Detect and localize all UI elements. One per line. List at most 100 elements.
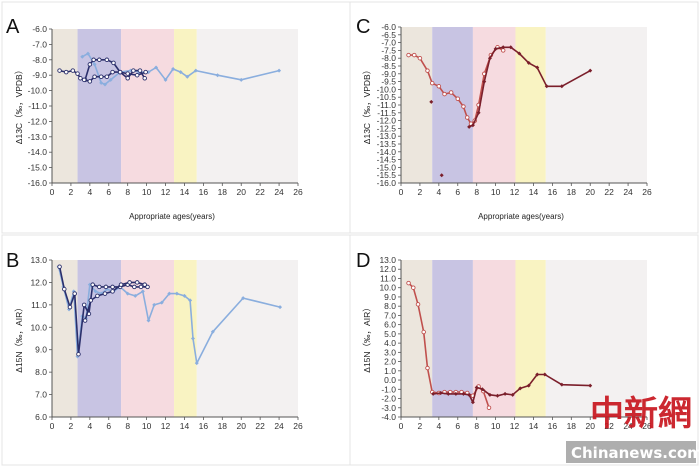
age-band-d-4 bbox=[545, 260, 647, 417]
y-tick-label-a: -6.0 bbox=[32, 24, 47, 34]
data-point-a-0 bbox=[80, 54, 85, 59]
age-band-b-4 bbox=[196, 260, 298, 417]
x-tick-label-b: 26 bbox=[293, 421, 303, 431]
y-tick-label-c: -14.0 bbox=[377, 147, 397, 157]
x-tick-label-b: 6 bbox=[106, 421, 111, 431]
age-band-b-3 bbox=[174, 260, 197, 417]
data-point-c-1 bbox=[476, 110, 481, 115]
y-axis-title-b: Δ15N（‰，AIR） bbox=[14, 303, 24, 372]
x-axis-title-c: Appropriate ages(years) bbox=[478, 212, 564, 221]
x-tick-label-b: 0 bbox=[50, 421, 55, 431]
data-point-c-0 bbox=[436, 84, 442, 89]
chart-panel-b: B 0 2 4 6 8 10 12 14 16 18 20 22 24 266.07.08.09.010.… bbox=[6, 250, 303, 431]
y-tick-label-d: 0.0 bbox=[384, 375, 396, 385]
y-tick-label-c: -15.0 bbox=[377, 162, 397, 172]
data-point-b-2 bbox=[142, 282, 147, 287]
y-tick-label-d: 12.0 bbox=[379, 264, 396, 274]
y-tick-label-c: -9.5 bbox=[381, 77, 396, 87]
x-tick-label-b: 10 bbox=[142, 421, 152, 431]
data-point-a-2 bbox=[125, 71, 130, 76]
y-tick-label-a: -16.0 bbox=[28, 178, 48, 188]
data-point-c-1 bbox=[508, 45, 513, 50]
data-point-d-1 bbox=[461, 391, 466, 396]
x-tick-label-a: 10 bbox=[142, 187, 152, 197]
data-point-a-0 bbox=[85, 51, 90, 56]
y-tick-label-c: -6.5 bbox=[381, 30, 396, 40]
x-tick-label-d: 16 bbox=[548, 421, 558, 431]
series-line-c-0 bbox=[408, 46, 504, 125]
data-point-d-1 bbox=[438, 390, 443, 395]
data-point-a-0 bbox=[185, 74, 190, 79]
data-point-a-0 bbox=[215, 73, 220, 78]
data-point-b-2 bbox=[134, 280, 140, 285]
y-axis-title-d: Δ15N（‰，AIR） bbox=[362, 303, 372, 372]
data-point-b-1 bbox=[132, 284, 137, 290]
y-tick-label-c: -8.5 bbox=[381, 61, 396, 71]
data-point-c-0 bbox=[406, 52, 411, 58]
x-tick-label-c: 8 bbox=[474, 187, 479, 197]
age-band-b-0 bbox=[52, 260, 78, 417]
x-tick-label-b: 4 bbox=[87, 421, 92, 431]
x-tick-label-d: 6 bbox=[455, 421, 460, 431]
y-tick-label-c: -8.0 bbox=[381, 53, 396, 63]
x-tick-label-a: 2 bbox=[69, 187, 74, 197]
data-point-a-2 bbox=[98, 74, 104, 79]
watermark-site-text: Chinanews.com bbox=[571, 444, 700, 462]
x-tick-label-d: 24 bbox=[623, 421, 633, 431]
data-point-b-1 bbox=[103, 284, 109, 290]
x-tick-label-d: 20 bbox=[585, 421, 595, 431]
x-tick-label-a: 12 bbox=[161, 187, 171, 197]
data-point-b-0 bbox=[174, 291, 179, 296]
y-tick-label-a: -9.0 bbox=[32, 70, 47, 80]
data-point-a-0 bbox=[163, 77, 168, 82]
x-tick-label-d: 14 bbox=[529, 421, 539, 431]
data-point-c-0 bbox=[425, 68, 430, 73]
x-tick-label-a: 22 bbox=[255, 187, 265, 197]
x-axis-title-a: Appropriate ages(years) bbox=[129, 212, 215, 221]
data-point-a-1 bbox=[78, 76, 83, 81]
data-point-b-1 bbox=[81, 302, 87, 308]
data-point-d-1 bbox=[480, 387, 485, 392]
y-tick-label-c: -14.5 bbox=[377, 155, 397, 165]
x-tick-label-a: 14 bbox=[180, 187, 190, 197]
data-point-b-0 bbox=[194, 361, 199, 366]
data-point-c-1 bbox=[535, 65, 540, 70]
x-tick-label-b: 24 bbox=[274, 421, 284, 431]
x-tick-label-a: 6 bbox=[106, 187, 111, 197]
data-point-c-2 bbox=[439, 173, 444, 178]
y-tick-label-a: -15.0 bbox=[28, 163, 48, 173]
chart-panel-a: A 0 2 4 6 8 10 12 14 16 18 20 22 24 26-16.0-15.0-14.0… bbox=[6, 16, 303, 221]
x-tick-label-b: 2 bbox=[69, 421, 74, 431]
data-point-b-2 bbox=[102, 291, 108, 296]
panel-letter-a: A bbox=[6, 16, 20, 38]
age-band-d-2 bbox=[472, 260, 516, 417]
age-band-c-0 bbox=[401, 27, 433, 183]
y-tick-label-c: -9.0 bbox=[381, 69, 396, 79]
data-point-d-1 bbox=[559, 382, 564, 387]
x-tick-label-c: 16 bbox=[548, 187, 558, 197]
data-point-a-1 bbox=[131, 68, 136, 73]
data-point-b-2 bbox=[82, 318, 88, 323]
y-tick-label-b: 10.0 bbox=[30, 322, 47, 332]
y-tick-label-d: 9.0 bbox=[384, 292, 396, 302]
data-point-a-0 bbox=[108, 77, 113, 82]
x-tick-label-d: 8 bbox=[474, 421, 479, 431]
x-tick-label-b: 16 bbox=[199, 421, 209, 431]
data-point-c-1 bbox=[482, 79, 487, 84]
x-tick-label-b: 12 bbox=[161, 421, 171, 431]
data-point-c-0 bbox=[442, 91, 447, 97]
x-tick-label-b: 22 bbox=[255, 421, 265, 431]
y-axis-title-a: Δ13C（‰，VPDB） bbox=[14, 66, 24, 144]
data-point-a-1 bbox=[111, 60, 116, 66]
data-point-a-0 bbox=[99, 80, 104, 85]
data-point-d-1 bbox=[535, 372, 540, 377]
y-tick-label-b: 8.0 bbox=[35, 367, 47, 377]
x-tick-label-b: 14 bbox=[180, 421, 190, 431]
y-tick-label-a: -10.0 bbox=[28, 86, 48, 96]
x-tick-label-d: 12 bbox=[510, 421, 520, 431]
data-point-d-1 bbox=[470, 400, 475, 405]
y-tick-label-a: -14.0 bbox=[28, 147, 48, 157]
data-point-a-0 bbox=[193, 68, 198, 73]
y-tick-label-d: 5.0 bbox=[384, 329, 396, 339]
